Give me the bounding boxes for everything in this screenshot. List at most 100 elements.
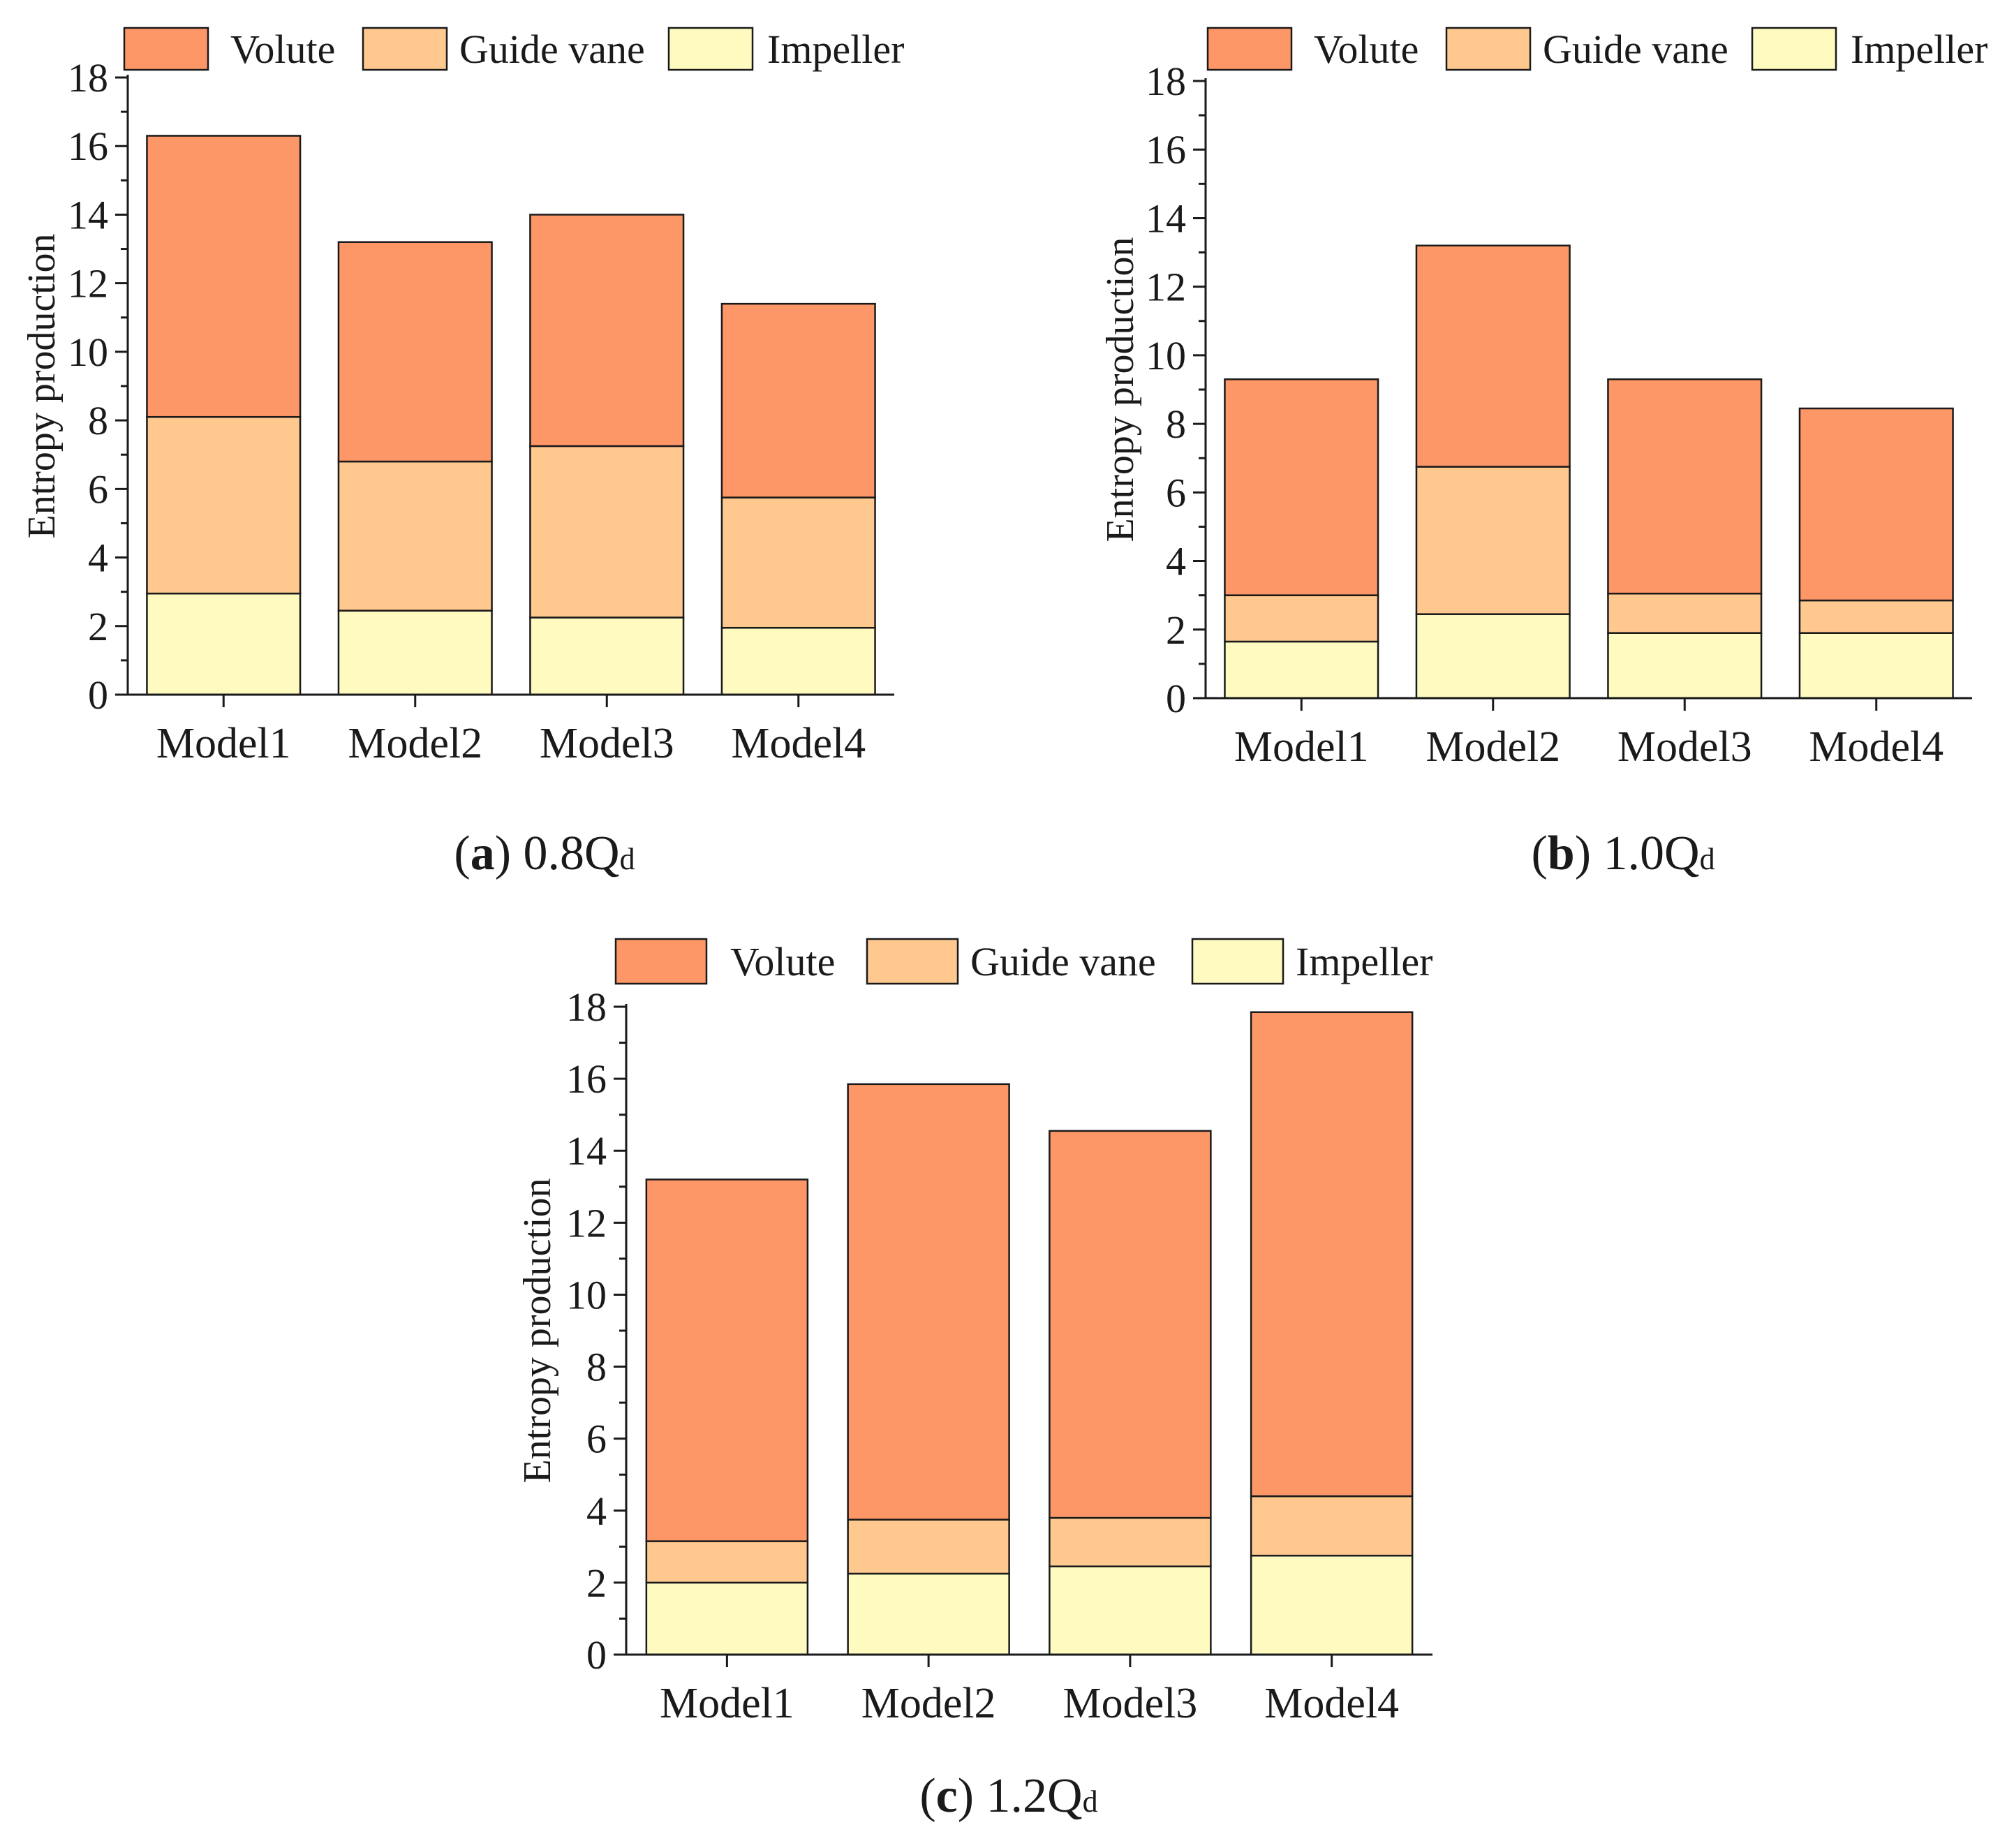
y-tick-label-b-14: 14 [1146,195,1186,241]
y-tick-label-b-0: 0 [1166,676,1186,721]
x-tick-label-a-3: Model3 [540,720,674,767]
bar-a-model1-impeller [146,592,302,696]
bar-b-model4-guide-vane [1798,599,1954,634]
y-tick-label-a-8: 8 [88,398,108,443]
legend-label-c-guide-vane: Guide vane [970,939,1156,984]
y-tick-label-c-0: 0 [586,1632,607,1678]
bar-b-model3-volute [1607,378,1763,595]
x-tick-label-c-2: Model2 [861,1680,996,1727]
bar-b-model2-guide-vane [1415,466,1571,615]
legend-swatch-b-impeller [1751,27,1837,71]
bar-b-model2-impeller [1415,613,1571,700]
bar-a-model3-guide-vane [529,445,685,619]
legend-swatch-c-guide-vane [866,938,959,985]
legend-label-b-impeller: Impeller [1851,27,1987,72]
y-tick-label-c-6: 6 [586,1417,607,1462]
y-tick-label-c-8: 8 [586,1345,607,1390]
legend-swatch-c-impeller [1191,938,1284,985]
x-tick-label-a-2: Model2 [348,720,482,767]
legend-swatch-c-volute [614,938,708,985]
y-tick-label-c-2: 2 [586,1560,607,1606]
bar-c-model2-guide-vane [847,1518,1010,1575]
bar-a-model1-guide-vane [146,415,302,595]
x-tick-label-b-1: Model1 [1234,723,1369,771]
legend-label-a-impeller: Impeller [767,27,904,72]
y-tick-label-a-10: 10 [68,330,108,375]
y-tick-label-c-16: 16 [566,1056,607,1102]
bar-b-model1-volute [1224,378,1379,596]
chart-panels: Model1 Model2 Model3 Model4 0 2 4 6 8 10 12 14 16 18 E… [20,27,1987,1823]
x-tick-label-a-1: Model1 [156,720,291,767]
y-axis-label-c: Entropy production [516,1178,559,1483]
y-tick-label-b-2: 2 [1166,607,1186,653]
y-axis-label-b: Entropy production [1099,237,1142,542]
x-tick-label-b-3: Model3 [1617,723,1752,771]
y-tick-label-b-8: 8 [1166,401,1186,447]
y-tick-label-c-10: 10 [566,1272,607,1317]
bar-a-model2-impeller [337,609,493,696]
y-tick-label-b-4: 4 [1166,539,1186,584]
y-tick-label-b-6: 6 [1166,470,1186,515]
bar-a-model2-guide-vane [337,460,493,612]
bar-a-model3-volute [529,214,685,448]
y-tick-label-a-0: 0 [88,672,108,718]
bar-a-model2-volute [337,241,493,463]
caption-a: (a) 0.8Qd [454,827,635,880]
bar-c-model3-impeller [1049,1565,1212,1656]
legend-swatch-a-volute [123,27,209,71]
y-tick-label-a-6: 6 [88,466,108,512]
y-tick-label-c-4: 4 [586,1488,607,1534]
bar-c-model1-guide-vane [645,1540,809,1584]
bar-b-model2-volute [1415,244,1571,468]
bar-a-model3-impeller [529,616,685,696]
legend-label-c-volute: Volute [730,939,835,984]
legend-label-a-guide-vane: Guide vane [459,27,645,72]
y-tick-label-c-18: 18 [566,984,607,1030]
chart-panel-c: Model1 Model2 Model3 Model4 0 2 4 6 8 10 12 14 16 18 E… [516,938,1432,1823]
legend-label-b-guide-vane: Guide vane [1543,27,1728,72]
y-tick-label-a-2: 2 [88,604,108,649]
x-tick-label-c-3: Model3 [1062,1680,1197,1727]
bar-a-model4-impeller [720,626,876,696]
x-tick-label-c-4: Model4 [1264,1680,1399,1727]
caption-c: (c) 1.2Qd [919,1769,1097,1823]
bar-b-model1-guide-vane [1224,594,1379,643]
bar-a-model1-volute [146,135,302,418]
bar-c-model1-volute [645,1178,809,1542]
bar-b-model4-impeller [1798,632,1954,700]
bar-c-model4-impeller [1250,1554,1414,1656]
bar-c-model4-volute [1250,1011,1414,1498]
bar-c-model1-impeller [645,1581,809,1656]
x-tick-label-b-4: Model4 [1809,723,1943,771]
legend-swatch-a-impeller [667,27,754,71]
bar-c-model4-guide-vane [1250,1495,1414,1557]
y-tick-label-a-16: 16 [68,124,108,169]
legend-swatch-b-volute [1206,27,1293,71]
bar-c-model2-volute [847,1083,1010,1521]
bar-c-model2-impeller [847,1572,1010,1656]
chart-panel-a: Model1 Model2 Model3 Model4 0 2 4 6 8 10 12 14 16 18 E… [20,27,904,880]
y-axis-label-a: Entropy production [20,233,64,538]
y-tick-label-c-14: 14 [566,1128,607,1174]
y-tick-label-a-4: 4 [88,535,108,581]
bar-b-model3-impeller [1607,632,1763,700]
bar-b-model1-impeller [1224,640,1379,700]
y-tick-label-a-12: 12 [68,261,108,306]
x-tick-label-a-4: Model4 [731,720,866,767]
legend-label-b-volute: Volute [1314,27,1419,72]
bar-b-model3-guide-vane [1607,592,1763,634]
legend-swatch-b-guide-vane [1445,27,1532,71]
y-tick-label-a-18: 18 [68,55,108,101]
y-tick-label-b-12: 12 [1146,265,1186,310]
y-tick-label-b-16: 16 [1146,127,1186,172]
legend-swatch-a-guide-vane [362,27,448,71]
y-tick-label-b-10: 10 [1146,333,1186,378]
x-tick-label-b-2: Model2 [1426,723,1560,771]
bar-b-model4-volute [1798,407,1954,602]
y-tick-label-b-18: 18 [1146,59,1186,104]
y-tick-label-a-14: 14 [68,192,108,237]
y-tick-label-c-12: 12 [566,1200,607,1245]
chart-panel-b: Model1 Model2 Model3 Model4 0 2 4 6 8 10 12 14 16 18 E… [1099,27,1987,880]
caption-b: (b) 1.0Qd [1531,827,1715,880]
